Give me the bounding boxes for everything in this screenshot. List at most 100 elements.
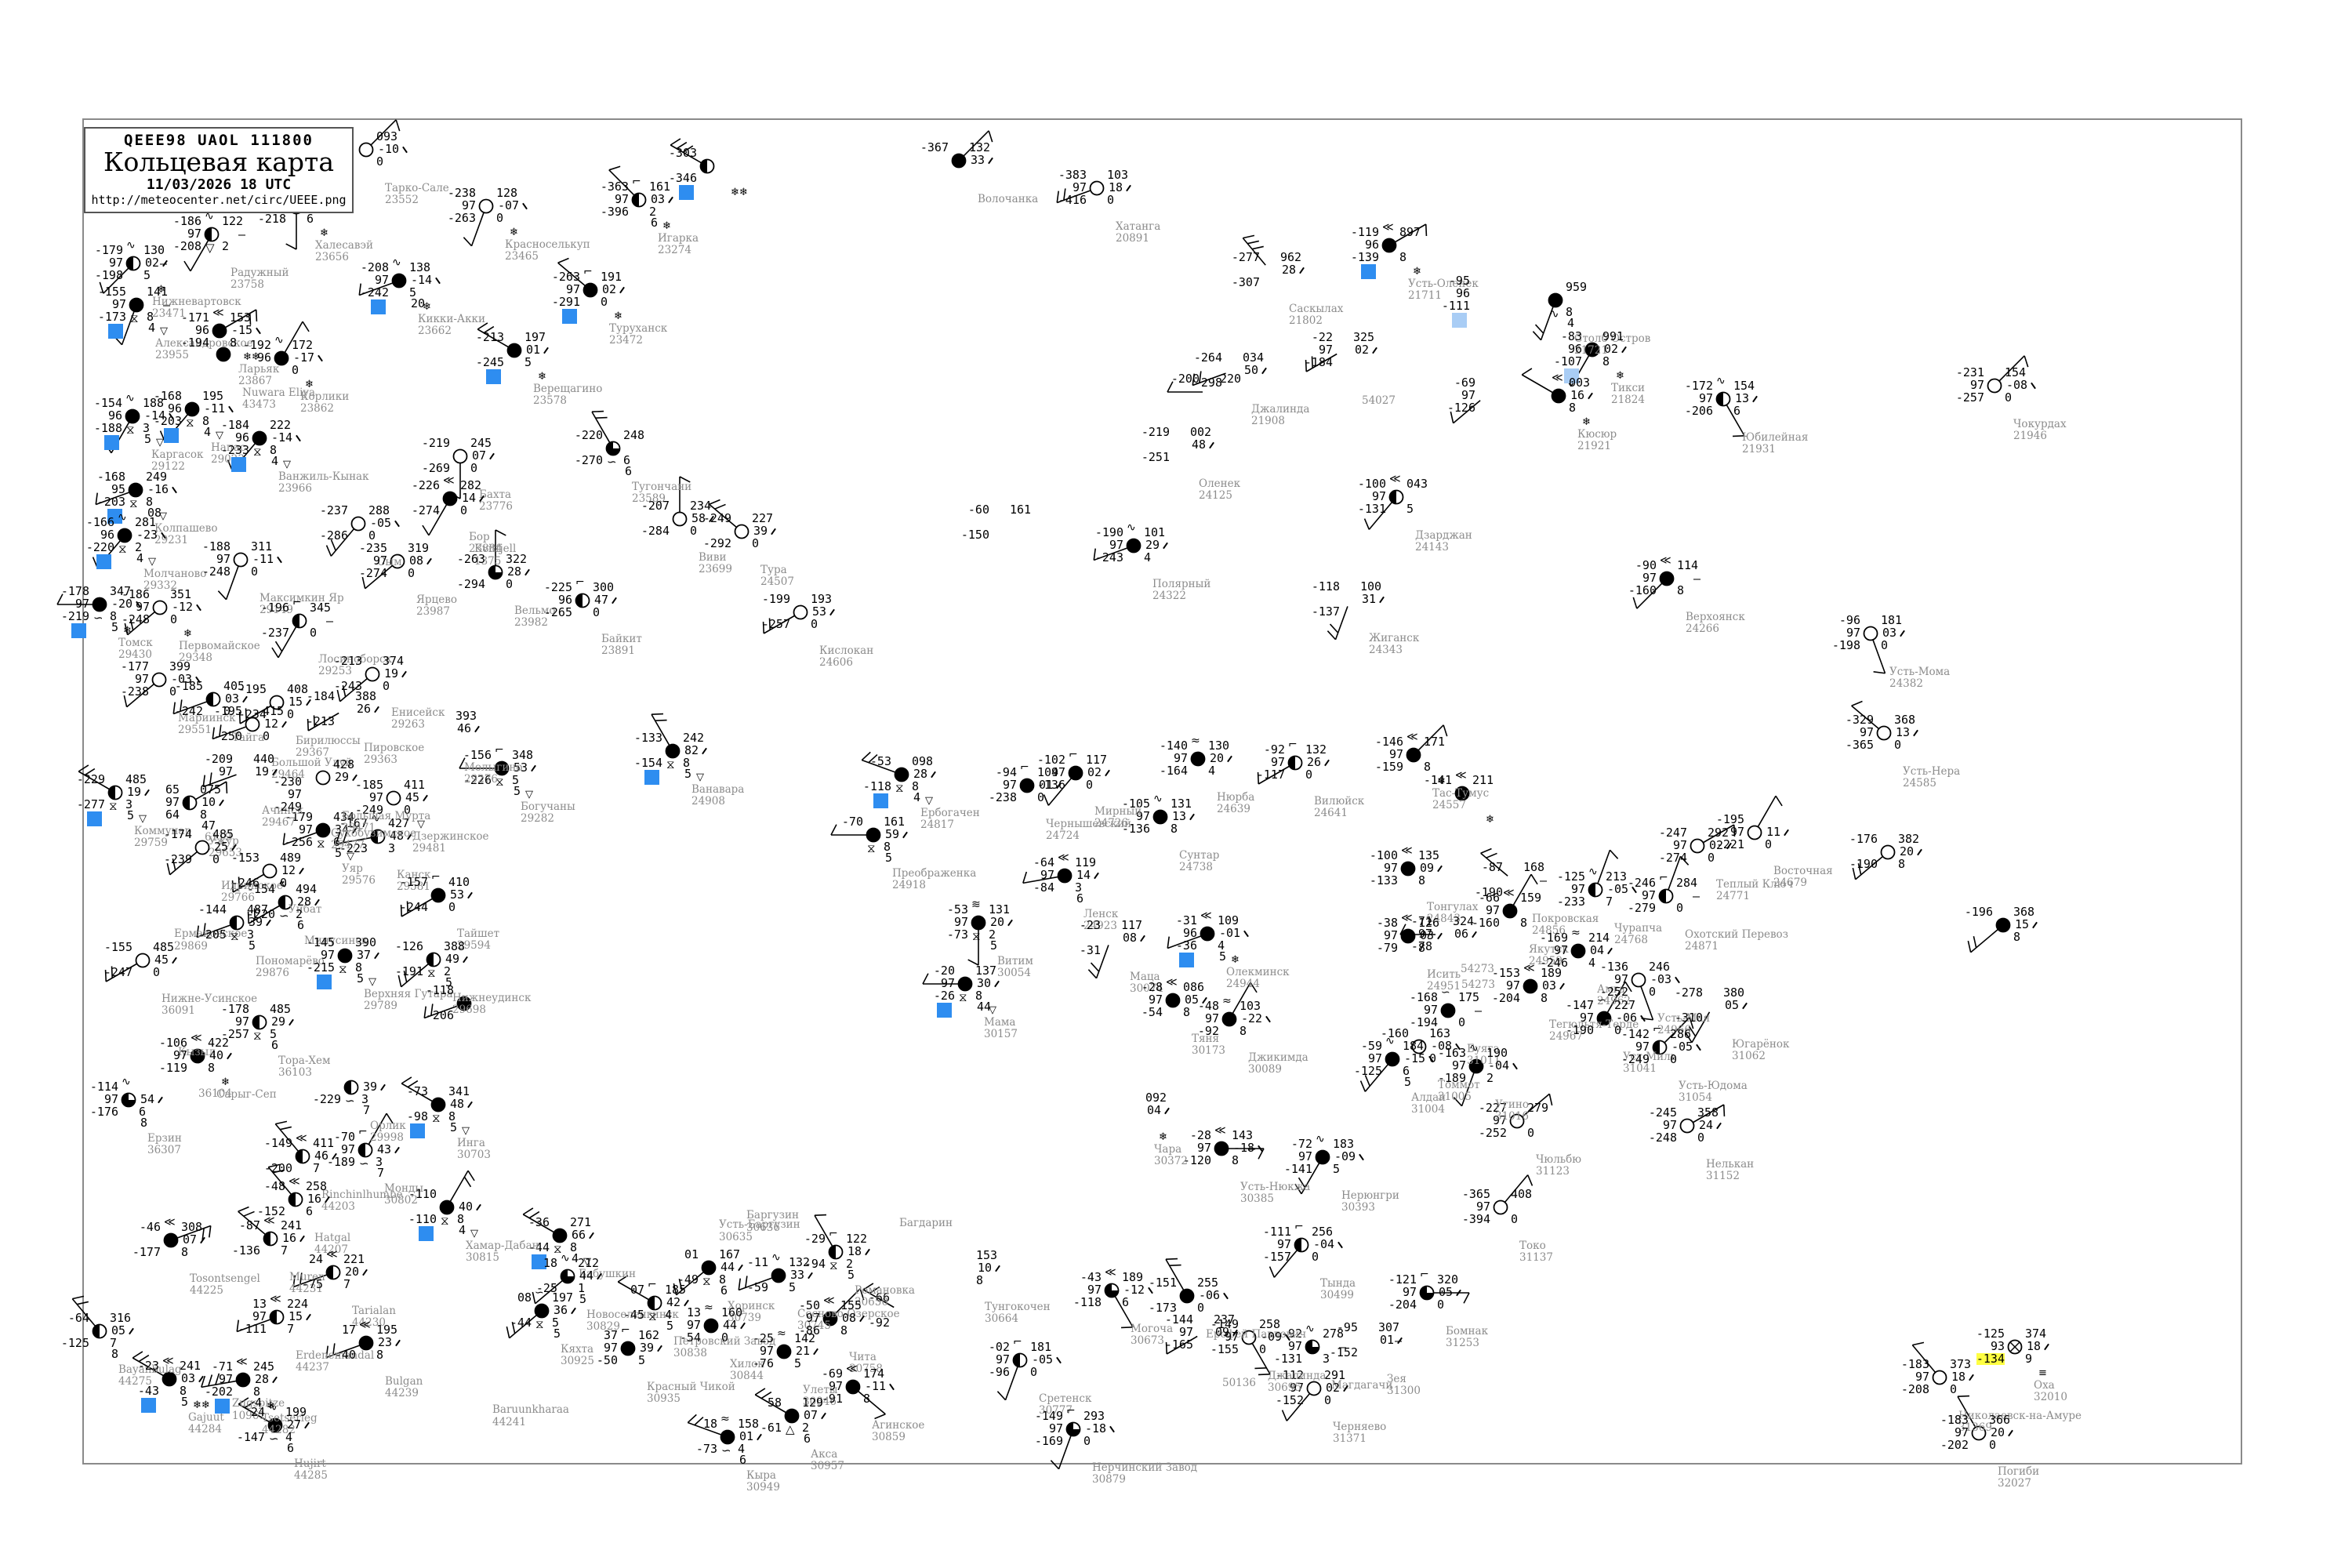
pressure-tendency-tick-icon [325, 1196, 330, 1203]
cloud-upper-symbol-icon: ⌐ [1069, 749, 1078, 761]
station-pressure-tendency: 12 [264, 718, 288, 730]
station-name: Байкит [601, 633, 642, 645]
pressure-tendency-tick-icon [474, 725, 480, 732]
station-extra-group: 4 [459, 1223, 466, 1237]
station-temperature: -23 [137, 1359, 159, 1373]
station-weather-code: 97 [1613, 972, 1628, 986]
station-temperature: -28 [1189, 1128, 1211, 1142]
pressure-tendency-tick-icon [771, 528, 776, 535]
station-name: Большой Улуй [271, 757, 353, 769]
station-dewpoint: -249 [1621, 1052, 1650, 1066]
station-temperature: -02 [988, 1340, 1010, 1354]
station-pressure: 227 [752, 511, 774, 525]
station-id: 23662 [418, 325, 452, 337]
station-id: 21908 [1251, 415, 1285, 427]
station-temperature: -87 [1481, 860, 1503, 874]
pressure-tendency-tick-icon [1726, 842, 1732, 849]
cloud-upper-symbol-icon: ∽ [535, 1287, 544, 1299]
pressure-tendency-tick-icon [1632, 886, 1637, 893]
station-dewpoint: -131 [1357, 502, 1386, 516]
station-id: 44239 [385, 1387, 419, 1399]
station-name: Джалинда [1251, 403, 1310, 416]
station-pressure-tendency: 44 [579, 1270, 603, 1282]
weather-symbol-icon: ▽ [159, 510, 167, 522]
station-temperature: -71 [211, 1359, 233, 1374]
station-dewpoint: -173 [1148, 1301, 1177, 1315]
station-pressure: 103 [1240, 999, 1261, 1013]
station-temperature: -186 [172, 214, 201, 228]
station-id: 44275 [118, 1375, 152, 1388]
station-name: Чурапча [1614, 922, 1663, 935]
station-extra-group: 6 [271, 1038, 279, 1052]
station-pressure: 101 [1144, 525, 1166, 539]
station-pressure-tendency: -06 [1199, 1290, 1229, 1301]
pressure-tendency-tick-icon [1752, 395, 1758, 402]
station-temperature: -147 [1565, 998, 1594, 1012]
cloud-upper-symbol-icon: ∿ [771, 1251, 781, 1264]
station-name: Ерзин [147, 1132, 182, 1145]
station-pressure: 242 [683, 731, 705, 745]
station-cloud-amount: 0 [1437, 1298, 1445, 1312]
pressure-tendency-tick-icon [426, 557, 432, 564]
cloud-upper-symbol-icon: ∿ [392, 256, 401, 269]
station-id: 30499 [1320, 1289, 1354, 1301]
station-pressure-tendency: 10 [978, 1262, 1001, 1274]
station-dewpoint: -265 [543, 605, 572, 619]
weather-symbol-icon: ❄ [538, 371, 546, 383]
station-pressure-tendency: 18 [1109, 182, 1132, 194]
weather-symbol-icon: ▽ [462, 1125, 470, 1137]
station-pressure-tendency: 58 [691, 513, 715, 524]
pressure-tendency-tick-icon [362, 1269, 368, 1276]
station-id: 44282 [262, 1424, 296, 1436]
station-name: Мирный [1094, 805, 1142, 818]
station-pressure: 408 [1511, 1187, 1533, 1201]
station-weather-code: 97 [187, 227, 201, 241]
map-title-box: QEEE98 UAOL 111800 Кольцевая карта 11/03… [84, 127, 354, 213]
station-id: 24724 [1046, 829, 1080, 842]
station-pressure-tendency: 43 [377, 1144, 401, 1156]
station-name: Нерчинский Завод [1092, 1461, 1198, 1474]
station-dewpoint: -291 [551, 295, 580, 309]
station-pressure: 199 [285, 1405, 307, 1419]
pressure-tendency-tick-icon [374, 952, 379, 959]
pressure-tendency-tick-icon [1437, 865, 1443, 872]
station-weather-code: 97 [805, 1311, 820, 1325]
station-cloud-amount: 6 [1403, 1064, 1410, 1078]
cloud-lower-symbol-icon: ⧖ [702, 1274, 711, 1288]
station-dewpoint: -136 [1121, 822, 1150, 836]
station-temperature: -64 [1033, 855, 1054, 869]
station-id: 43473 [242, 398, 276, 411]
station-name: Верхоянск [1686, 611, 1745, 623]
precipitation-marker-square [1452, 313, 1467, 328]
station-pressure: 175 [1458, 990, 1480, 1004]
station-pressure-tendency: -03 [171, 673, 201, 685]
station-cloud-amount: 8 [1566, 305, 1573, 319]
map-stray-label: Баргузин 30636 [746, 1209, 799, 1234]
station-cloud-amount: 4 [1218, 938, 1225, 953]
station-pressure: 374 [383, 654, 405, 668]
station-cloud-amount: 3 [1323, 1352, 1330, 1366]
station-temperature: -153 [1491, 966, 1520, 980]
station-id: 29594 [457, 939, 491, 952]
station-pressure: 411 [404, 778, 426, 792]
station-pressure-tendency: -01 [1219, 927, 1250, 939]
station-pressure-tendency: -22 [1241, 1013, 1272, 1025]
station-name: Виви [699, 551, 727, 564]
station-name: Тора-Хем [278, 1054, 331, 1067]
station-weather-code: 97 [1383, 861, 1398, 875]
station-temperature: -155 [97, 285, 126, 299]
station-pressure-tendency: 18 [848, 1246, 871, 1258]
station-dewpoint: 64 [165, 808, 180, 822]
station-dewpoint: -59 [746, 1280, 768, 1294]
station-cloud-amount: 8 [1424, 760, 1432, 774]
station-name: Бирилюссы [296, 735, 361, 747]
station-pressure: 258 [1259, 1317, 1281, 1331]
pressure-tendency-tick-icon [435, 277, 441, 284]
station-pressure: 212 [578, 1256, 600, 1270]
station-temperature: 18 [543, 1256, 557, 1270]
pressure-tendency-tick-icon [1299, 267, 1305, 274]
precipitation-marker-square [231, 457, 246, 472]
station-name: Нижне-Усинское [162, 993, 258, 1005]
station-pressure-tendency: 33 [971, 154, 994, 166]
station-name: Тунгокочен [985, 1301, 1051, 1313]
